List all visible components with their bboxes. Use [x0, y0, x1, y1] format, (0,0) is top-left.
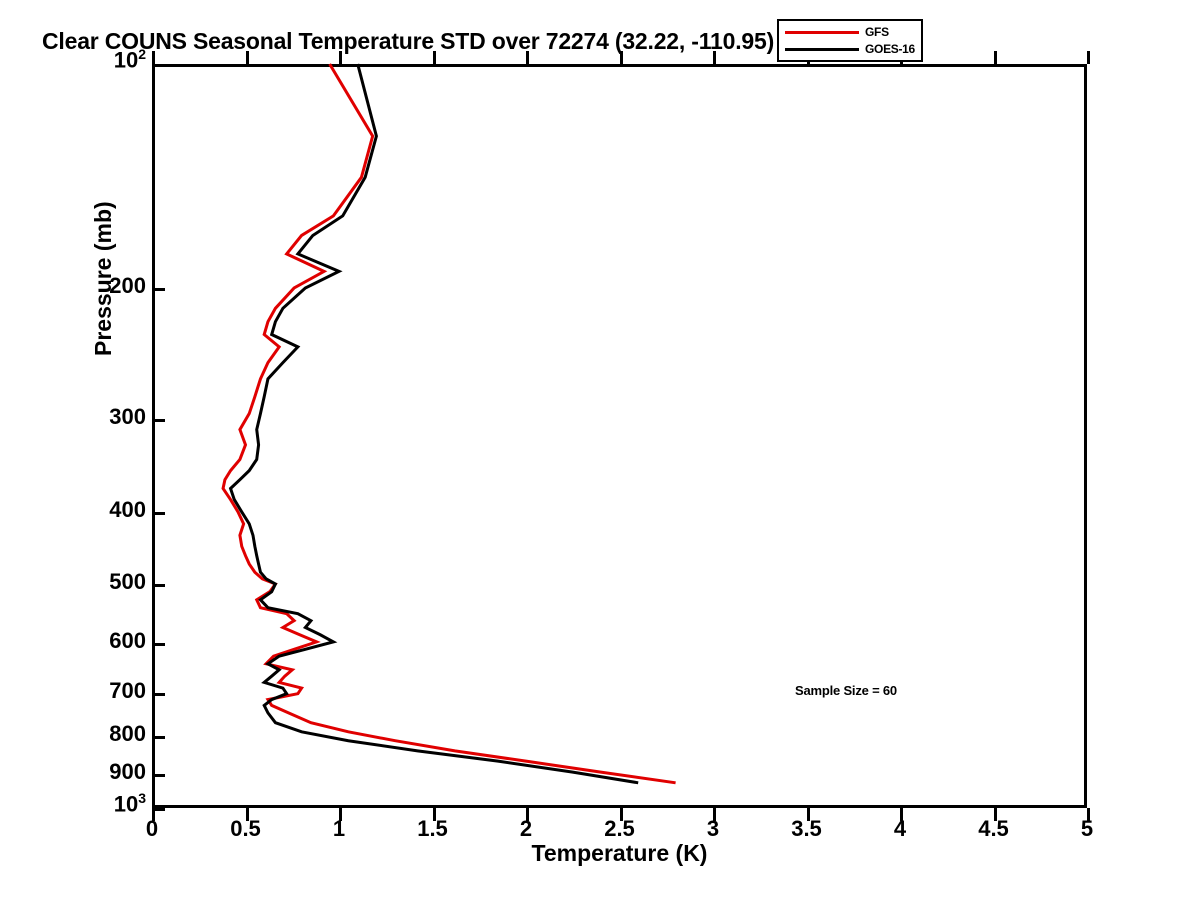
x-tick-4: [900, 808, 903, 821]
y-tick-label-600: 600: [109, 627, 146, 653]
x-tick-0.5-top: [245, 51, 249, 64]
y-tick-label-200: 200: [109, 272, 146, 298]
y-axis-title: Pressure (mb): [90, 201, 116, 356]
y-tick-400: [152, 511, 165, 515]
y-tick-200: [152, 287, 165, 291]
y-tick-800: [152, 735, 165, 739]
x-tick-label-3.5: 3.5: [791, 816, 822, 841]
x-tick-label-4: 4: [893, 816, 907, 841]
y-tick-label-1000: 103: [113, 790, 146, 817]
x-tick-label-4.5: 4.5: [978, 816, 1009, 841]
y-tick-label-700: 700: [109, 677, 146, 703]
x-tick-3.5: [806, 808, 810, 821]
y-tick-600: [152, 642, 165, 646]
y-tick-label-300: 300: [109, 403, 146, 429]
legend[interactable]: GFS GOES-16: [777, 19, 923, 62]
x-tick-label-0.5: 0.5: [230, 816, 261, 841]
y-tick-label-900: 900: [109, 758, 146, 784]
x-tick-label-2: 2: [519, 816, 533, 841]
legend-item-goes16[interactable]: GOES-16: [785, 42, 915, 56]
x-tick-1.5-top: [432, 51, 436, 64]
sample-size-annotation: Sample Size = 60: [795, 683, 897, 698]
x-tick-label-2.5: 2.5: [604, 816, 635, 841]
x-tick-0-top: [152, 51, 155, 64]
x-tick-2.5-top: [619, 51, 623, 64]
x-axis-title: Temperature (K): [531, 840, 708, 866]
x-tick-5: [1087, 808, 1090, 821]
line-swatch-red-icon: [785, 30, 859, 34]
x-tick-0: [152, 808, 155, 821]
y-tick-1000: [152, 808, 165, 811]
y-tick-label-100: 102: [113, 46, 146, 73]
series-lines: [221, 63, 676, 785]
x-tick-label-1: 1: [332, 816, 346, 841]
x-tick-4.5: [993, 808, 997, 821]
y-tick-label-800: 800: [109, 720, 146, 746]
x-tick-2: [526, 808, 529, 821]
x-tick-1.5: [432, 808, 436, 821]
legend-label-gfs: GFS: [865, 25, 889, 39]
y-tick-label-400: 400: [109, 496, 146, 522]
y-tick-700: [152, 692, 165, 696]
axis-frame: [152, 64, 1087, 808]
x-tick-4.5-top: [993, 51, 997, 64]
x-tick-label-0: 0: [145, 816, 159, 841]
plot-area: 102 200 300 400 500 600 700 800 900 103 0 0.5 1 1.5 2…: [90, 46, 1093, 841]
x-tick-3-top: [713, 51, 716, 64]
series-line-gfs: [221, 63, 676, 785]
x-tick-1: [339, 808, 342, 821]
x-tick-label-3: 3: [706, 816, 720, 841]
x-tick-1-top: [339, 51, 342, 64]
series-line-goes-16: [228, 63, 639, 785]
y-tick-100: [152, 64, 165, 67]
y-tick-300: [152, 418, 165, 422]
x-tick-5-top: [1087, 51, 1090, 64]
x-tick-0.5: [245, 808, 249, 821]
x-tick-2.5: [619, 808, 623, 821]
chart-title: Clear COUNS Seasonal Temperature STD ove…: [42, 28, 916, 54]
legend-item-gfs[interactable]: GFS: [785, 25, 915, 39]
x-tick-3: [713, 808, 716, 821]
y-tick-500: [152, 584, 165, 588]
line-swatch-black-icon: [785, 47, 859, 51]
legend-label-goes16: GOES-16: [865, 42, 915, 56]
y-tick-900: [152, 773, 165, 777]
x-tick-2-top: [526, 51, 529, 64]
x-tick-label-1.5: 1.5: [417, 816, 448, 841]
y-tick-label-500: 500: [109, 569, 146, 595]
x-tick-label-5: 5: [1080, 816, 1094, 841]
